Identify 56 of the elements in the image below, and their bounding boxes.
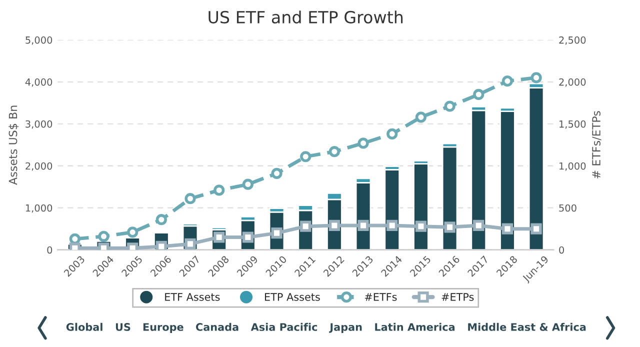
y2-axis-title: # ETFs/ETPs [592,111,602,178]
point [271,168,282,179]
point [69,233,80,244]
chart-title: US ETF and ETP Growth [208,10,403,24]
point [473,220,484,232]
point [156,214,167,226]
y-tick-label: 5,000 [26,36,52,45]
y-tick-label: 4,000 [25,78,52,87]
bar [442,146,458,250]
legend-label: ETP Assets [265,293,320,301]
y-axis-title: Assets US$ Bn [8,106,19,185]
legend-label: ETF Assets [165,293,220,301]
legend-label: #ETPs [442,293,474,301]
legend-label: #ETFs [364,293,397,301]
point [98,230,110,242]
y2-tick-label: 1,500 [560,120,586,129]
y2-tick-label: 1,000 [560,162,586,171]
text: Global [66,322,102,331]
point [530,72,542,84]
y-tick-label: 1,000 [26,204,52,213]
point [473,88,484,100]
y-tick-label: 0 [47,246,52,254]
point [184,193,196,204]
point [328,220,340,232]
point [415,112,427,123]
point [444,100,456,112]
y2-tick-label: 0 [559,246,564,254]
y-tick-label: 2,000 [26,162,52,171]
text: Japan [329,323,362,333]
text: Middle East & Africa [468,322,586,331]
bar [500,110,516,250]
y2-tick-label: 2,500 [559,36,586,45]
y2-tick-label: 2,000 [559,78,586,87]
point [386,128,398,140]
point [328,146,340,158]
text: Canada [196,322,238,331]
bar [528,87,544,250]
y2-tick-label: 500 [559,204,576,212]
point [502,75,514,87]
point [300,151,312,162]
text: Europe [143,323,184,333]
point [127,226,138,238]
point [502,223,514,234]
bar [470,110,487,250]
y-tick-label: 3,000 [26,120,52,129]
point [444,222,456,233]
point [386,220,398,232]
text: US [116,323,130,331]
point [242,178,254,190]
text: Asia Pacific [250,322,318,331]
point [530,223,542,234]
text: Latin America [375,322,455,331]
point [415,220,427,232]
point [214,184,225,196]
point [358,138,369,149]
point [358,220,369,232]
